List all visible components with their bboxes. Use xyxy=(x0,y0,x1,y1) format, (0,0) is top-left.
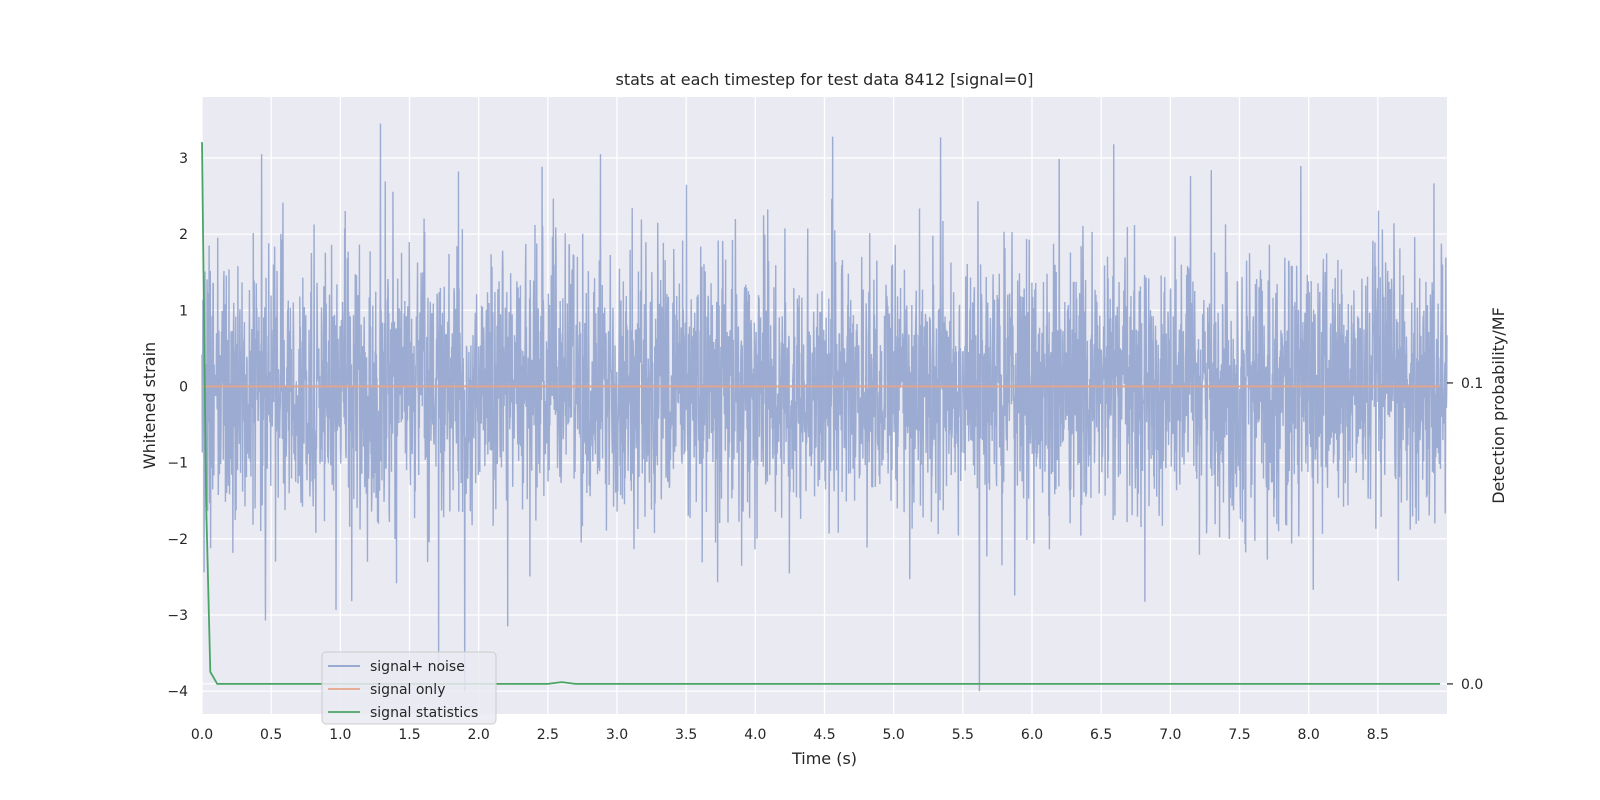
y-tick-label: −1 xyxy=(167,456,188,472)
x-tick-label: 7.5 xyxy=(1228,727,1250,743)
series-lines xyxy=(201,142,1441,685)
y-tick-label: −4 xyxy=(167,684,188,700)
y-axis-right-label: Detection probability/MF xyxy=(1489,307,1508,504)
y-axis-label: Whitened strain xyxy=(140,342,159,469)
x-tick-label: 4.5 xyxy=(813,727,835,743)
series-signal-noise xyxy=(201,123,1448,692)
legend-label: signal only xyxy=(370,682,445,698)
x-tick-label: 0.5 xyxy=(260,727,282,743)
x-tick-label: 3.0 xyxy=(606,727,628,743)
x-tick-label: 7.0 xyxy=(1159,727,1181,743)
legend-label: signal statistics xyxy=(370,705,478,721)
x-tick-label: 8.0 xyxy=(1298,727,1320,743)
legend-label: signal+ noise xyxy=(370,659,465,675)
y-tick-label: 2 xyxy=(179,227,188,243)
x-tick-label: 6.5 xyxy=(1090,727,1112,743)
x-tick-label: 3.5 xyxy=(675,727,697,743)
x-tick-label: 6.0 xyxy=(1021,727,1043,743)
y-tick-label: 1 xyxy=(179,303,188,319)
series-line xyxy=(201,142,1441,685)
legend: signal+ noise signal only signal statistic… xyxy=(321,651,497,725)
x-axis: 0.0 0.5 1.0 1.5 2.0 2.5 3.0 3.5 4.0 4.5 5.0 5.5 6.0 6… xyxy=(191,727,1389,743)
x-tick-label: 2.0 xyxy=(468,727,490,743)
x-tick-label: 2.5 xyxy=(537,727,559,743)
x-tick-label: 4.0 xyxy=(744,727,766,743)
y-right-tick-label: 0.0 xyxy=(1461,677,1483,693)
chart-title: stats at each timestep for test data 841… xyxy=(615,70,1033,89)
y-axis-right: 0.0 0.1 xyxy=(1447,376,1483,693)
y-axis: −4 −3 −2 −1 0 1 2 3 xyxy=(167,151,188,700)
y-tick-label: −2 xyxy=(167,532,188,548)
x-tick-label: 5.5 xyxy=(952,727,974,743)
x-axis-label: Time (s) xyxy=(791,749,857,768)
y-tick-label: −3 xyxy=(167,608,188,624)
x-tick-label: 0.0 xyxy=(191,727,213,743)
x-tick-label: 8.5 xyxy=(1367,727,1389,743)
x-tick-label: 1.0 xyxy=(329,727,351,743)
x-tick-label: 1.5 xyxy=(398,727,420,743)
y-tick-label: 0 xyxy=(179,379,188,395)
series-line xyxy=(201,123,1448,692)
y-right-tick-label: 0.1 xyxy=(1461,376,1483,392)
legend-box xyxy=(321,651,497,725)
x-tick-label: 5.0 xyxy=(883,727,905,743)
y-tick-label: 3 xyxy=(179,151,188,167)
